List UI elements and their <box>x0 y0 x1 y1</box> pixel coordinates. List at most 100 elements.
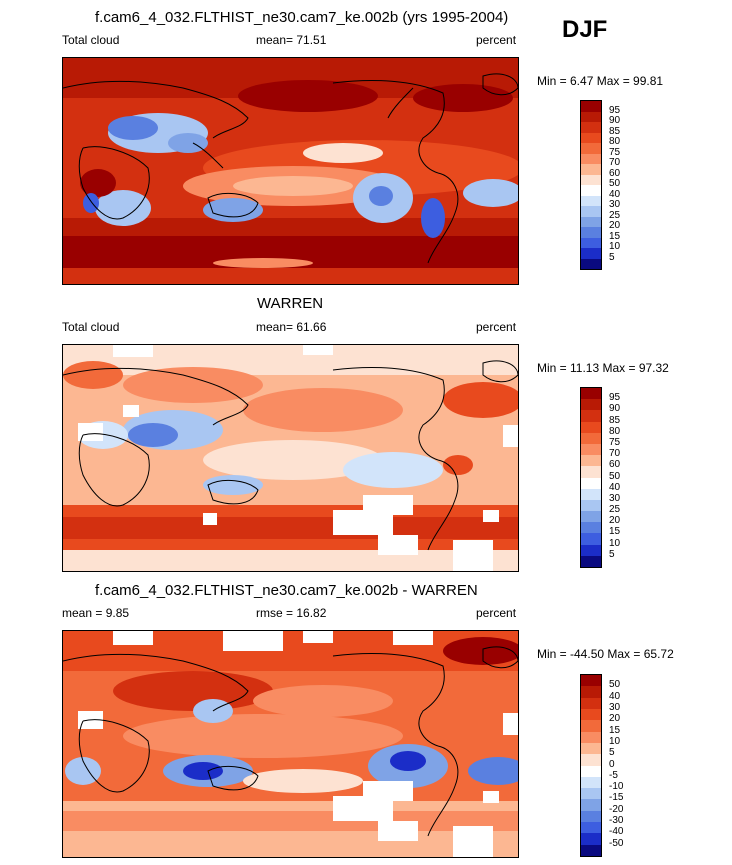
panel3-map-field <box>63 631 518 857</box>
colorbar-swatch <box>581 799 601 811</box>
colorbar-tick-label: 75 <box>609 146 621 158</box>
colorbar-swatch <box>581 248 601 259</box>
panel1-coastlines <box>63 73 518 264</box>
panel2-units-label: percent <box>476 320 517 334</box>
colorbar-swatch <box>581 488 601 500</box>
panel1-map <box>62 57 519 285</box>
colorbar-tick-label: 25 <box>609 504 621 516</box>
colorbar-swatch <box>581 466 601 478</box>
colorbar-swatch <box>581 742 601 755</box>
panel3-rmse-label: rmse = 16.82 <box>256 606 327 620</box>
colorbar-tick-label: 5 <box>609 548 615 560</box>
panel1-map-field <box>63 58 518 284</box>
colorbar-tick-label: 30 <box>609 199 621 210</box>
colorbar-swatch <box>581 410 601 422</box>
colorbar-tick-label: 30 <box>609 492 621 504</box>
panel2-colorbar <box>580 387 602 568</box>
panel2-title: WARREN <box>257 295 324 312</box>
colorbar-swatch <box>581 432 601 444</box>
colorbar-tick-label: 0 <box>609 758 615 770</box>
panel1-units-label: percent <box>476 33 517 47</box>
colorbar-tick-label: 20 <box>609 220 621 231</box>
colorbar-swatch <box>581 122 601 133</box>
season-label: DJF <box>562 16 608 43</box>
colorbar-tick-label: 70 <box>609 157 621 168</box>
colorbar-tick-label: -30 <box>609 815 624 827</box>
colorbar-tick-label: 25 <box>609 209 621 221</box>
panel2-map-field <box>63 345 518 571</box>
colorbar-swatch <box>581 765 601 777</box>
colorbar-swatch <box>581 227 601 238</box>
colorbar-swatch <box>581 511 601 523</box>
colorbar-swatch <box>581 216 601 227</box>
colorbar-tick-label: 40 <box>609 188 621 200</box>
colorbar-swatch <box>581 206 601 217</box>
colorbar-swatch <box>581 143 601 154</box>
panel3-map <box>62 630 519 858</box>
colorbar-tick-label: 70 <box>609 448 621 460</box>
colorbar-tick-label: 50 <box>609 178 621 189</box>
colorbar-tick-label: -50 <box>609 837 624 849</box>
colorbar-swatch <box>581 153 601 164</box>
colorbar-tick-label: 50 <box>609 679 621 691</box>
colorbar-swatch <box>581 555 601 567</box>
colorbar-swatch <box>581 754 601 766</box>
colorbar-swatch <box>581 686 601 698</box>
colorbar-tick-label: 80 <box>609 425 621 437</box>
panel2-coastlines <box>63 360 518 551</box>
panel2-mean-label: mean= 61.66 <box>256 320 327 334</box>
colorbar-tick-label: 15 <box>609 526 621 538</box>
colorbar-tick-label: 15 <box>609 230 621 242</box>
panel3-missing-data <box>78 631 518 857</box>
colorbar-tick-label: 10 <box>609 537 621 549</box>
colorbar-swatch <box>581 101 601 112</box>
colorbar-tick-label: -15 <box>609 792 624 804</box>
colorbar-swatch <box>581 720 601 732</box>
colorbar-swatch <box>581 455 601 467</box>
colorbar-swatch <box>581 399 601 411</box>
colorbar-tick-label: -10 <box>609 781 624 793</box>
colorbar-swatch <box>581 731 601 743</box>
panel1-mean-label: mean= 71.51 <box>256 33 327 47</box>
colorbar-tick-label: 75 <box>609 436 621 448</box>
colorbar-swatch <box>581 822 601 834</box>
colorbar-swatch <box>581 111 601 122</box>
colorbar-swatch <box>581 833 601 845</box>
colorbar-tick-label: 15 <box>609 724 621 736</box>
colorbar-tick-label: 60 <box>609 167 621 179</box>
colorbar-tick-label: 60 <box>609 459 621 471</box>
colorbar-swatch <box>581 708 601 721</box>
colorbar-tick-label: 10 <box>609 241 621 252</box>
panel2-map <box>62 344 519 572</box>
colorbar-tick-label: 95 <box>609 104 621 116</box>
panel3-mean-label: mean = 9.85 <box>62 606 130 620</box>
panel2-minmax: Min = 11.13 Max = 97.32 <box>537 361 669 375</box>
colorbar-tick-label: 80 <box>609 136 621 147</box>
colorbar-swatch <box>581 544 601 556</box>
colorbar-swatch <box>581 237 601 248</box>
colorbar-swatch <box>581 258 601 269</box>
colorbar-swatch <box>581 810 601 823</box>
colorbar-swatch <box>581 533 601 545</box>
colorbar-tick-label: -40 <box>609 826 624 838</box>
panel1-colorbar <box>580 100 602 270</box>
colorbar-swatch <box>581 776 601 789</box>
panel3-coastlines <box>63 646 518 837</box>
colorbar-tick-label: -20 <box>609 803 624 815</box>
colorbar-swatch <box>581 522 601 534</box>
panel1-minmax: Min = 6.47 Max = 99.81 <box>537 74 664 88</box>
colorbar-swatch <box>581 132 601 143</box>
colorbar-tick-label: -5 <box>609 769 618 781</box>
colorbar-swatch <box>581 477 601 489</box>
colorbar-tick-label: 90 <box>609 403 621 415</box>
colorbar-tick-label: 95 <box>609 392 621 404</box>
colorbar-tick-label: 40 <box>609 690 621 702</box>
colorbar-tick-label: 20 <box>609 515 621 527</box>
panel3-minmax: Min = -44.50 Max = 65.72 <box>537 647 674 661</box>
colorbar-tick-label: 5 <box>609 251 615 263</box>
colorbar-tick-label: 20 <box>609 713 621 725</box>
colorbar-swatch <box>581 388 601 400</box>
colorbar-swatch <box>581 675 601 687</box>
colorbar-swatch <box>581 421 601 433</box>
colorbar-swatch <box>581 195 601 206</box>
